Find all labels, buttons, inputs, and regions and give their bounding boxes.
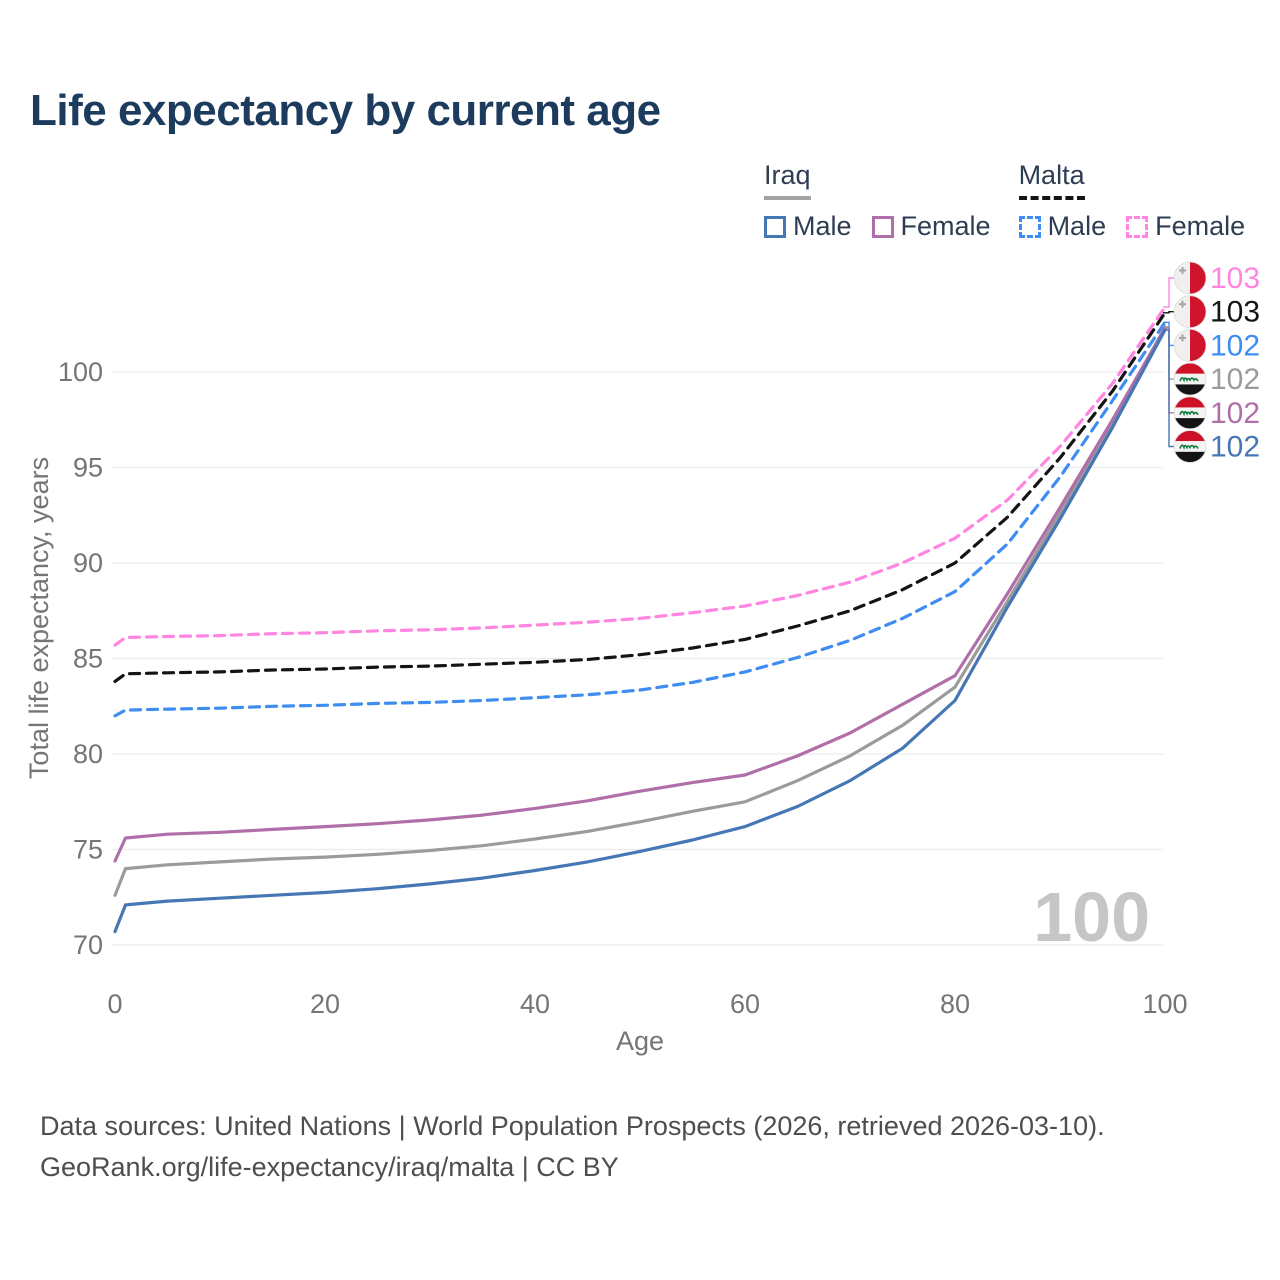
series-line-iraq-both-sexes[interactable] — [113, 325, 1167, 897]
legend-item-label: Female — [1155, 211, 1246, 241]
malta-flag-icon — [1173, 328, 1207, 362]
x-tick-label-60: 60 — [730, 989, 760, 1019]
legend-group-malta: Malta Male Female — [1018, 160, 1245, 242]
y-tick-label-90: 90 — [73, 548, 103, 578]
end-value-label-iraq-female: 102 — [1210, 397, 1260, 430]
footer-attribution-link: GeoRank.org/life-expectancy/iraq/malta |… — [40, 1152, 619, 1182]
y-tick-label-75: 75 — [73, 835, 103, 865]
end-value-label-malta-male: 102 — [1210, 329, 1260, 362]
legend-item-iraq-male[interactable]: Male — [764, 211, 852, 242]
series-line-iraq-female[interactable] — [113, 326, 1167, 863]
series-line-malta-female[interactable] — [113, 305, 1167, 647]
legend-swatch-solid-icon — [871, 215, 894, 238]
y-tick-label-85: 85 — [73, 644, 103, 674]
legend-item-malta-female[interactable]: Female — [1126, 211, 1245, 242]
legend-swatch-dashed-icon — [1018, 215, 1041, 238]
end-label-connector-iraq-male — [1163, 329, 1174, 448]
chart-footer: Data sources: United Nations | World Pop… — [40, 1106, 1105, 1188]
x-tick-label-20: 20 — [310, 989, 340, 1019]
malta-flag-icon — [1173, 261, 1207, 295]
series-line-malta-both-sexes[interactable] — [113, 311, 1167, 683]
y-tick-label-100: 100 — [58, 357, 103, 387]
legend-items-row: Male Female — [1018, 211, 1245, 242]
legend-country-label-malta: Malta — [1018, 160, 1085, 200]
iraq-flag-icon — [1173, 430, 1207, 463]
legend-swatch-dashed-icon — [1126, 215, 1149, 238]
x-tick-label-80: 80 — [940, 989, 970, 1019]
legend-group-iraq: Iraq Male Female — [764, 160, 991, 242]
y-tick-label-95: 95 — [73, 453, 103, 483]
end-label-connector-malta-female — [1163, 277, 1174, 308]
chart-title: Life expectancy by current age — [30, 86, 661, 135]
iraq-flag-icon — [1173, 362, 1207, 396]
legend-country-label-iraq: Iraq — [764, 160, 811, 200]
end-value-label-iraq-male: 102 — [1210, 431, 1260, 464]
legend-swatch-solid-icon — [764, 215, 786, 238]
legend-item-malta-male[interactable]: Male — [1018, 211, 1107, 242]
legend-item-iraq-female[interactable]: Female — [871, 211, 991, 242]
footer-data-sources: Data sources: United Nations | World Pop… — [40, 1111, 1105, 1141]
x-axis-title: Age — [616, 1026, 664, 1056]
y-tick-label-80: 80 — [73, 739, 103, 769]
series-line-iraq-male[interactable] — [113, 328, 1167, 934]
end-value-label-iraq-both-sexes: 102 — [1210, 363, 1260, 396]
x-tick-label-0: 0 — [107, 989, 122, 1019]
series-line-malta-male[interactable] — [113, 320, 1167, 718]
legend-item-label: Male — [1047, 211, 1107, 241]
end-value-label-malta-both-sexes: 103 — [1210, 296, 1260, 329]
legend-item-label: Female — [900, 211, 991, 241]
hover-age-indicator: 100 — [1033, 878, 1150, 956]
end-label-connector-malta-both-sexes — [1163, 311, 1174, 314]
iraq-flag-icon — [1173, 396, 1207, 430]
chart-legend: Iraq Male Female Malta Male Female — [764, 160, 1245, 242]
legend-items-row: Male Female — [764, 211, 991, 242]
legend-item-label: Male — [793, 211, 852, 241]
x-tick-label-100: 100 — [1142, 989, 1187, 1019]
x-tick-label-40: 40 — [520, 989, 550, 1019]
end-value-label-malta-female: 103 — [1210, 262, 1260, 295]
y-tick-label-70: 70 — [73, 930, 103, 960]
malta-flag-icon — [1173, 295, 1207, 329]
y-axis-title: Total life expectancy, years — [24, 457, 54, 779]
